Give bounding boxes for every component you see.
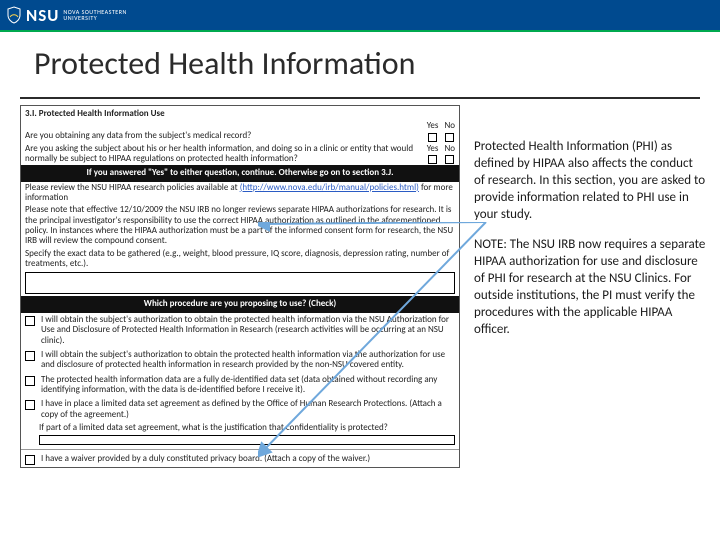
option-4-sub: If part of a limited data set agreement,… bbox=[25, 423, 455, 433]
sidebar-para-2: NOTE: The NSU IRB now requires a separat… bbox=[474, 237, 706, 338]
checkbox[interactable] bbox=[25, 351, 35, 361]
option-row: I have in place a limited data set agree… bbox=[21, 397, 459, 422]
brand-header: NSU NOVA SOUTHEASTERN UNIVERSITY bbox=[0, 0, 720, 30]
procedure-banner: Which procedure are you proposing to use… bbox=[21, 296, 459, 312]
checkbox[interactable] bbox=[428, 133, 437, 142]
logo-acronym: NSU bbox=[26, 5, 59, 26]
option-row: I will obtain the subject's authorizatio… bbox=[21, 348, 459, 373]
checkbox[interactable] bbox=[445, 155, 454, 164]
specify-data: Specify the exact data to be gathered (e… bbox=[25, 249, 455, 270]
checkbox[interactable] bbox=[25, 376, 35, 386]
checkbox[interactable] bbox=[25, 316, 35, 326]
logo-fullname: NOVA SOUTHEASTERN UNIVERSITY bbox=[63, 9, 127, 21]
shield-icon bbox=[6, 6, 22, 24]
question-2: Are you asking the subject about his or … bbox=[25, 144, 421, 165]
checkbox[interactable] bbox=[25, 455, 35, 465]
option-row: I have a waiver provided by a duly const… bbox=[21, 449, 459, 467]
option-row: The protected health information data ar… bbox=[21, 373, 459, 398]
checkbox[interactable] bbox=[25, 400, 35, 410]
section-heading: 3.I. Protected Health Information Use bbox=[21, 106, 459, 120]
write-in-field[interactable] bbox=[25, 272, 455, 294]
option-row: I will obtain the subject's authorizatio… bbox=[21, 313, 459, 348]
policy-link-line: Please review the NSU HIPAA research pol… bbox=[25, 183, 455, 204]
yes-no-group: Yes No bbox=[427, 144, 455, 164]
checkbox[interactable] bbox=[445, 133, 454, 142]
title-area: Protected Health Information bbox=[0, 32, 720, 91]
explanatory-text: Protected Health Information (PHI) as de… bbox=[474, 105, 706, 468]
yes-no-group: Yes No bbox=[427, 121, 455, 141]
question-1: Are you obtaining any data from the subj… bbox=[25, 131, 421, 141]
continue-banner: If you answered "Yes" to either question… bbox=[21, 165, 459, 181]
checkbox[interactable] bbox=[428, 155, 437, 164]
form-screenshot: 3.I. Protected Health Information Use Ar… bbox=[20, 105, 460, 468]
policy-link[interactable]: (http://www.nova.edu/irb/manual/policies… bbox=[240, 182, 419, 193]
nsu-logo: NSU NOVA SOUTHEASTERN UNIVERSITY bbox=[6, 5, 127, 26]
hipaa-note: Please note that effective 12/10/2009 th… bbox=[25, 205, 455, 246]
write-in-small[interactable] bbox=[39, 435, 455, 445]
page-title: Protected Health Information bbox=[34, 44, 720, 83]
sidebar-para-1: Protected Health Information (PHI) as de… bbox=[474, 139, 706, 223]
